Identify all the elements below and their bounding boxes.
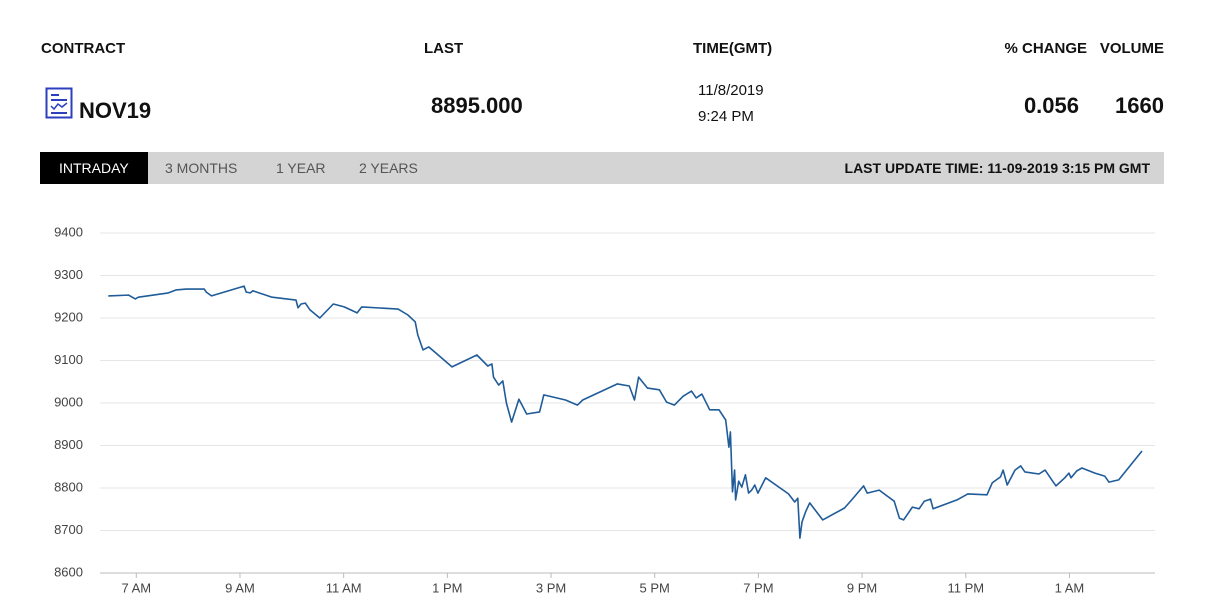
x-tick-label: 9 AM (225, 580, 255, 595)
tab[interactable]: 3 MONTHS (165, 160, 238, 176)
x-tick-label: 11 PM (947, 580, 984, 595)
date: 11/8/2019 (698, 82, 764, 99)
x-tick-label: 7 AM (121, 580, 151, 595)
column-header: TIME(GMT) (693, 40, 773, 57)
tab[interactable]: 1 YEAR (276, 160, 326, 176)
y-tick-label: 9200 (54, 309, 83, 324)
volume: 1660 (1115, 93, 1164, 118)
x-tick-label: 7 PM (743, 580, 773, 595)
contract-icon (45, 87, 73, 119)
y-tick-label: 9300 (54, 267, 83, 282)
x-tick-label: 3 PM (536, 580, 566, 595)
tab[interactable]: INTRADAY (40, 152, 148, 184)
time: 9:24 PM (698, 108, 754, 125)
y-tick-label: 8800 (54, 479, 83, 494)
tab[interactable]: 2 YEARS (359, 160, 418, 176)
y-tick-label: 8900 (54, 437, 83, 452)
x-tick-label: 9 PM (847, 580, 877, 595)
y-tick-label: 8600 (54, 564, 83, 579)
column-header: LAST (424, 40, 464, 57)
tab-bar: INTRADAY 3 MONTHS 1 YEAR 2 YEARS LAST UP… (40, 152, 1164, 184)
x-tick-label: 1 PM (432, 580, 462, 595)
price-line (108, 285, 1143, 539)
contract: NOV19 (79, 98, 152, 123)
y-tick-label: 8700 (54, 522, 83, 537)
y-tick-label: 9000 (54, 394, 83, 409)
y-tick-label: 9400 (54, 224, 83, 239)
x-tick-label: 11 AM (326, 580, 362, 595)
column-header: % CHANGE (1004, 40, 1087, 57)
last-price: 8895.000 (431, 93, 523, 118)
x-tick-label: 5 PM (640, 580, 670, 595)
y-tick-label: 9100 (54, 352, 83, 367)
percent-change: 0.056 (1023, 93, 1079, 118)
last-update: LAST UPDATE TIME: 11-09-2019 3:15 PM GMT (844, 160, 1150, 176)
column-header: VOLUME (1099, 40, 1164, 57)
column-header: CONTRACT (41, 40, 126, 57)
x-tick-label: 1 AM (1055, 580, 1085, 595)
